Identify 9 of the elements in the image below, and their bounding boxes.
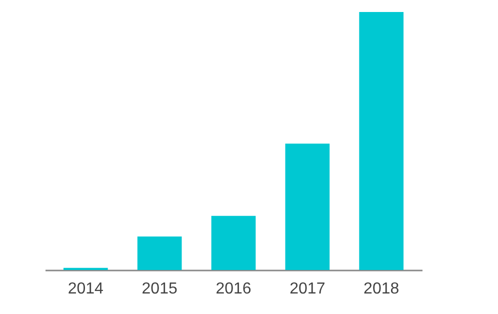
bar: [359, 12, 404, 270]
x-tick-label: 2018: [364, 280, 400, 298]
x-tick-label: 2014: [68, 280, 104, 298]
bar: [137, 236, 182, 270]
bar: [285, 144, 330, 270]
x-tick-label: 2016: [216, 280, 252, 298]
bar: [211, 216, 256, 270]
x-tick-label: 2017: [290, 280, 326, 298]
x-tick-label: 2015: [142, 280, 178, 298]
